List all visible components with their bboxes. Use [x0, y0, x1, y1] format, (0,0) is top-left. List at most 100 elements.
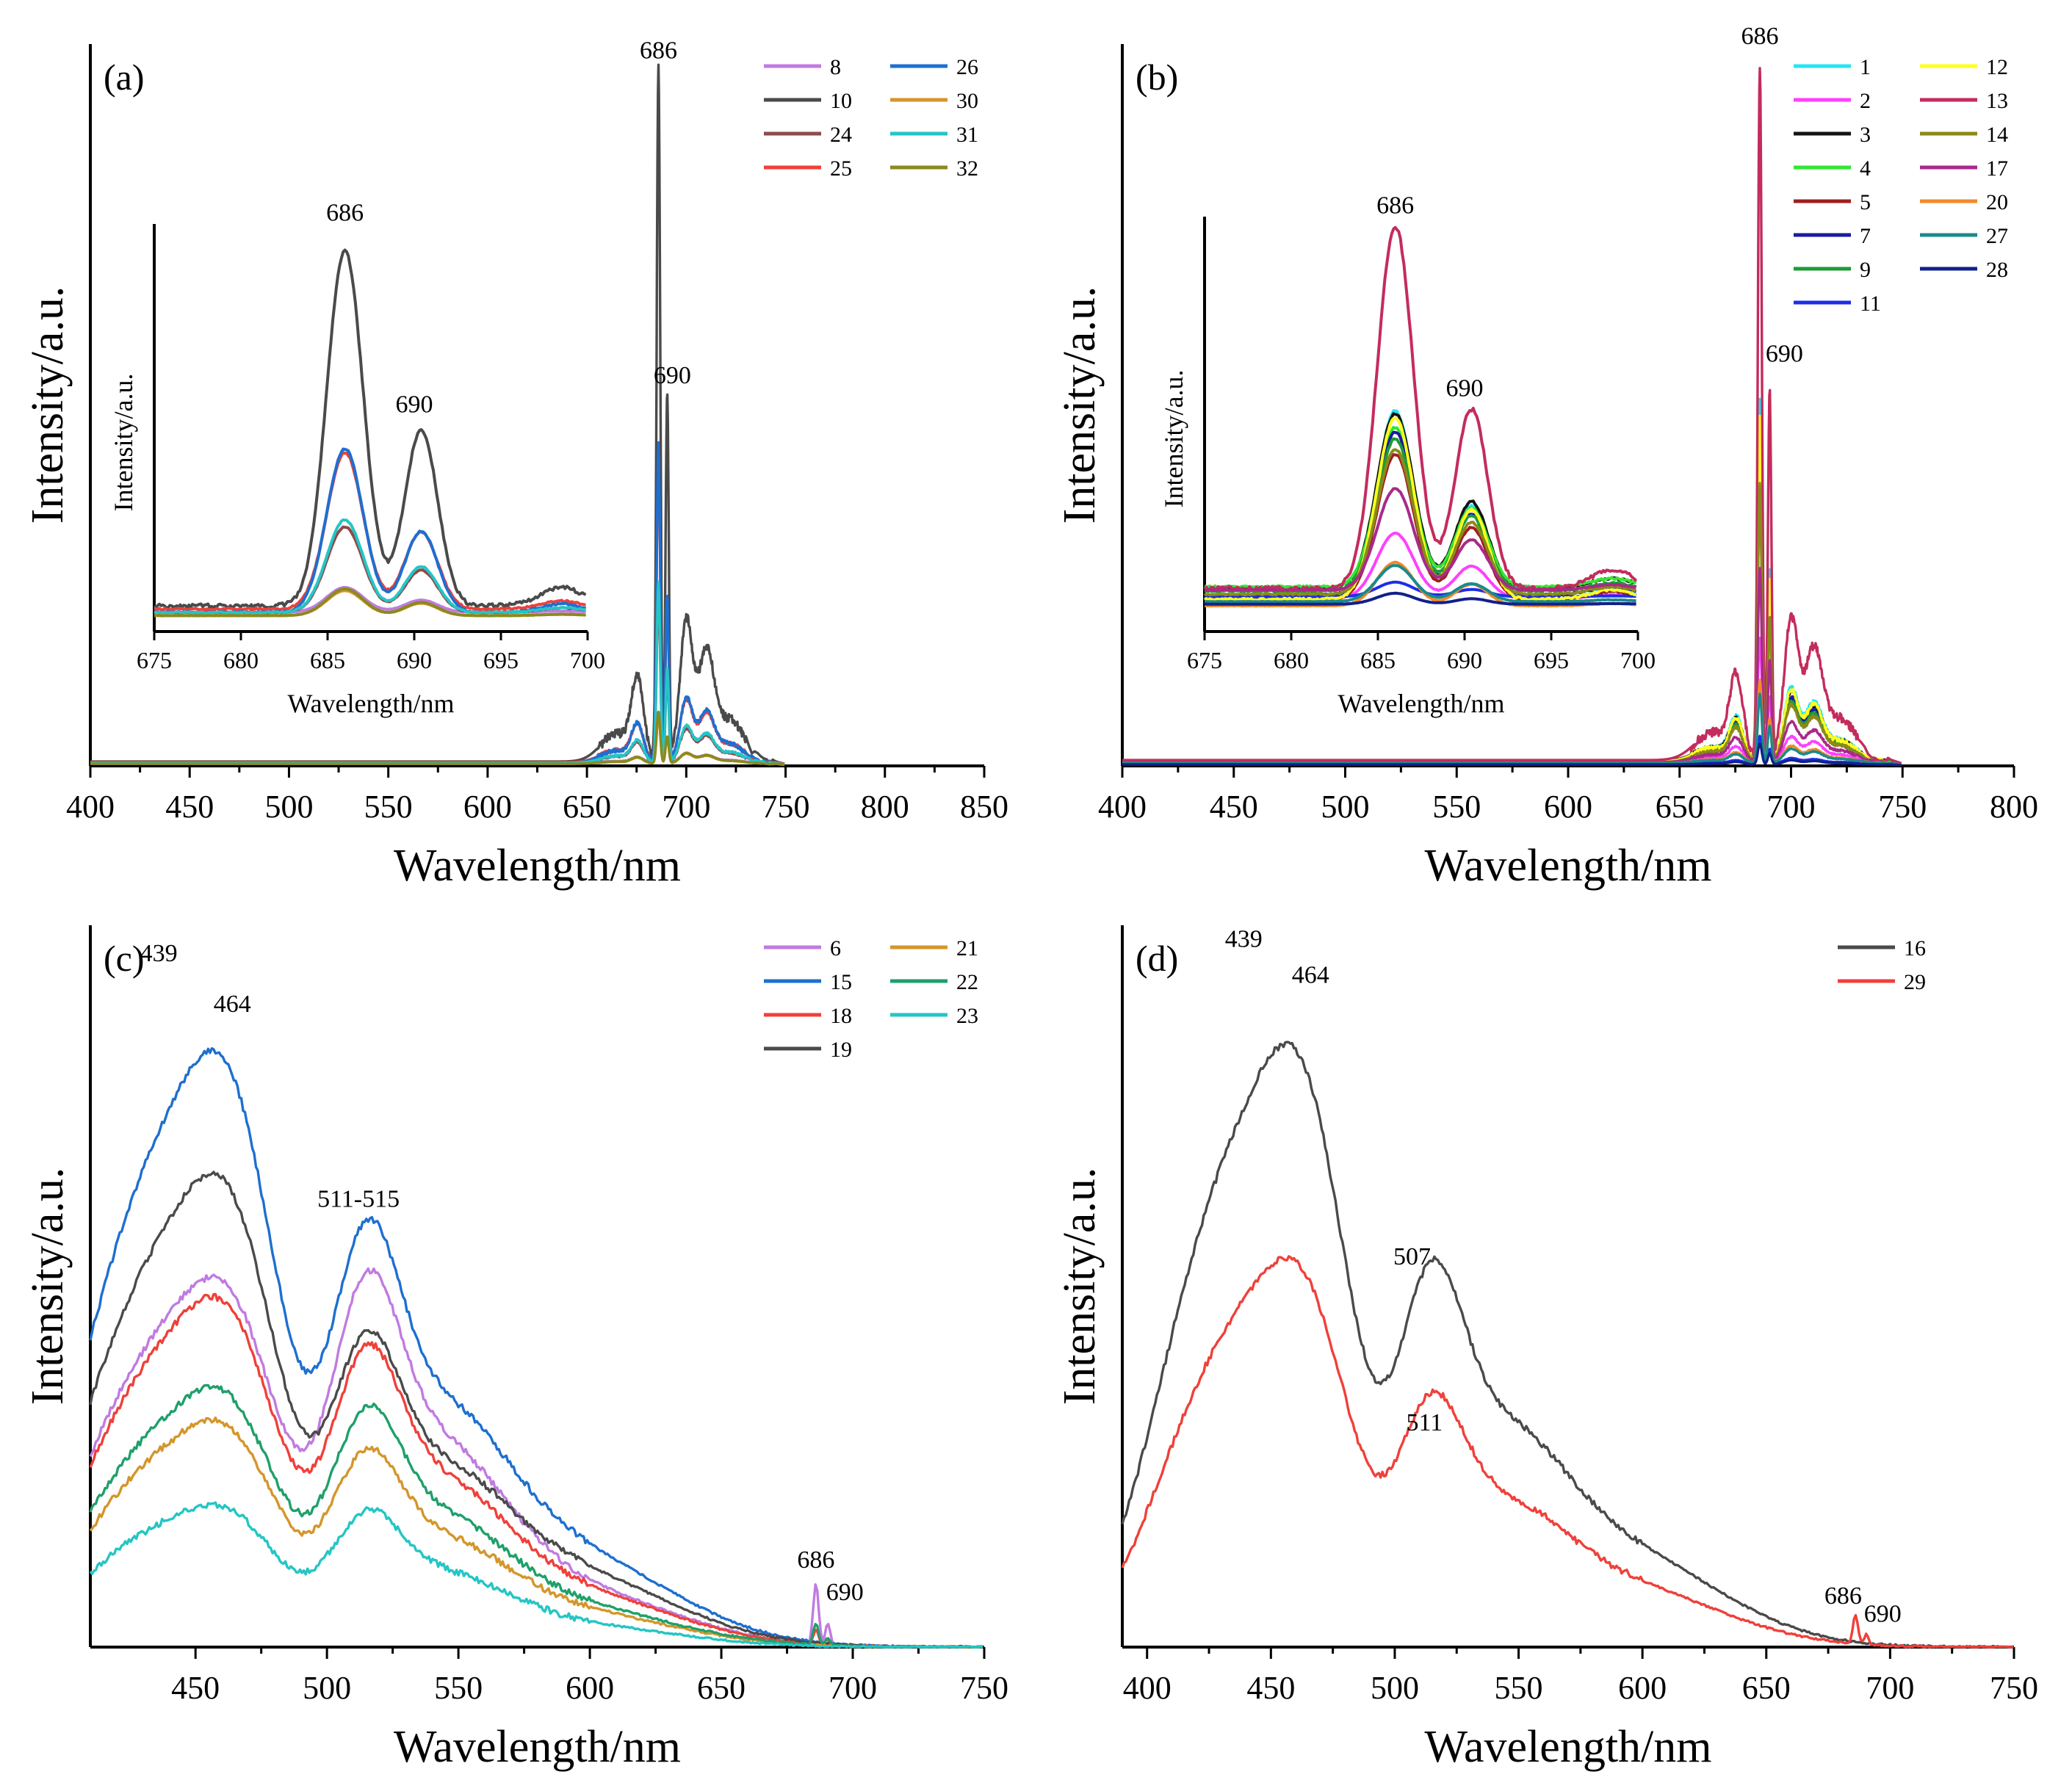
x-tick-label: 850 — [960, 789, 1008, 825]
legend-label-30: 30 — [956, 89, 978, 113]
legend-label-24: 24 — [830, 123, 852, 147]
legend-label-29: 29 — [1904, 970, 1926, 994]
legend-label-28: 28 — [1986, 258, 2008, 282]
inset-x-tick-label: 690 — [1447, 647, 1482, 673]
x-axis-title: Wavelength/nm — [1424, 841, 1711, 891]
annotation: 464 — [214, 991, 251, 1018]
annotation: 439 — [1225, 925, 1263, 952]
legend-label-25: 25 — [830, 156, 852, 181]
legend-label-18: 18 — [830, 1004, 852, 1028]
series-c-23 — [89, 1501, 983, 1649]
inset-x-tick-label: 680 — [1274, 647, 1309, 673]
legend-label-10: 10 — [830, 89, 852, 113]
inset-x-tick-label: 685 — [1360, 647, 1396, 673]
panel-label: (d) — [1136, 938, 1178, 979]
y-axis-title: Intensity/a.u. — [23, 1168, 73, 1405]
inset-a: 675 680 685 690 695 700 Wavelength/nm Intensity… — [109, 200, 605, 718]
x-tick-label: 650 — [563, 789, 611, 825]
y-axis-title: Intensity/a.u. — [23, 286, 73, 524]
annotation: 439 — [140, 940, 178, 967]
annotation: 690 — [1766, 341, 1803, 368]
x-tick-label: 400 — [1098, 789, 1147, 825]
panel-b: 400 450 500 550 600 650 700 750 800 (b) Wavelength… — [1055, 23, 2038, 891]
legend-label-23: 23 — [956, 1004, 978, 1028]
annotation: 511 — [1407, 1409, 1443, 1436]
inset-x-title: Wavelength/nm — [1338, 689, 1504, 718]
inset-x-tick-label: 700 — [1620, 647, 1656, 673]
legend-label-12: 12 — [1986, 55, 2008, 79]
inset-x-tick-label: 700 — [570, 647, 605, 673]
x-tick-label: 750 — [1878, 789, 1927, 825]
legend-label-14: 14 — [1986, 123, 2008, 147]
series-a-10 — [90, 63, 785, 767]
x-tick-label: 450 — [165, 789, 214, 825]
inset-y-title: Intensity/a.u. — [109, 374, 138, 512]
legend-label-6: 6 — [830, 936, 841, 960]
x-tick-label: 700 — [1866, 1670, 1914, 1706]
x-tick-label: 550 — [1495, 1670, 1543, 1706]
panel-d: 400 450 500 550 600 650 700 750 (d) Wavelength/nm… — [1055, 925, 2038, 1772]
series-d-16 — [1121, 1041, 2015, 1649]
annotation: 507 — [1393, 1243, 1431, 1270]
inset-annotation: 690 — [396, 391, 433, 418]
panel-label: (c) — [104, 938, 145, 979]
annotation: 690 — [654, 362, 691, 389]
inset-x-tick-label: 675 — [1187, 647, 1222, 673]
annotation: 686 — [640, 37, 677, 65]
x-tick-label: 700 — [829, 1670, 877, 1706]
panel-c: 450 500 550 600 650 700 750 (c) Wavelength/nm Int… — [23, 925, 1008, 1772]
y-axis-title: Intensity/a.u. — [1055, 1168, 1105, 1405]
x-tick-label: 700 — [662, 789, 710, 825]
inset-x-tick-label: 695 — [483, 647, 519, 673]
annotation: 464 — [1292, 962, 1329, 989]
inset-series-a-32 — [154, 587, 586, 618]
series-b-14 — [1122, 482, 1902, 766]
legend-label-19: 19 — [830, 1038, 852, 1062]
inset-x-tick-label: 695 — [1534, 647, 1569, 673]
inset-series-b-12 — [1203, 416, 1636, 602]
annotation: 686 — [1741, 23, 1779, 50]
y-axis-title: Intensity/a.u. — [1055, 286, 1105, 524]
legend-label-8: 8 — [830, 55, 841, 79]
inset-x-tick-label: 685 — [310, 647, 345, 673]
x-tick-label: 500 — [264, 789, 313, 825]
x-axis-title: Wavelength/nm — [1424, 1722, 1711, 1772]
legend-label-2: 2 — [1860, 89, 1871, 113]
x-tick-label: 550 — [364, 789, 413, 825]
legend-label-11: 11 — [1860, 292, 1881, 316]
inset-series-a-10 — [153, 248, 587, 609]
x-tick-label: 650 — [1742, 1670, 1791, 1706]
x-tick-label: 650 — [697, 1670, 746, 1706]
inset-annotation: 690 — [1446, 375, 1484, 402]
inset-series-a-31 — [154, 518, 587, 615]
x-tick-label: 400 — [66, 789, 115, 825]
legend-label-31: 31 — [956, 123, 978, 147]
legend-label-16: 16 — [1904, 936, 1926, 960]
x-tick-label: 450 — [1210, 789, 1258, 825]
x-tick-label: 500 — [1371, 1670, 1419, 1706]
x-tick-label: 600 — [1618, 1670, 1667, 1706]
x-tick-label: 500 — [303, 1670, 351, 1706]
inset-annotation: 686 — [326, 200, 364, 227]
x-tick-label: 750 — [1990, 1670, 2038, 1706]
annotation: 686 — [797, 1546, 834, 1574]
series-b-28 — [1122, 742, 1902, 767]
x-tick-label: 550 — [434, 1670, 483, 1706]
x-tick-label: 550 — [1432, 789, 1481, 825]
inset-series-a-24 — [154, 525, 586, 615]
inset-x-tick-label: 690 — [397, 647, 432, 673]
inset-x-tick-label: 675 — [137, 647, 172, 673]
panel-a: 400 450 500 550 600 650 700 750 800 850 (a) Wavelen… — [23, 37, 1008, 891]
inset-annotation: 686 — [1376, 192, 1414, 220]
x-axis-title: Wavelength/nm — [394, 1722, 681, 1772]
inset-b: 675 680 685 690 695 700 Wavelength/nm Intensity… — [1159, 192, 1656, 718]
x-tick-label: 800 — [1990, 789, 2038, 825]
inset-series-b-14 — [1204, 448, 1637, 597]
series-c-15 — [89, 1047, 983, 1649]
annotation: 511-515 — [317, 1185, 400, 1212]
inset-series-b-27 — [1204, 564, 1636, 604]
legend-label-27: 27 — [1986, 224, 2008, 248]
legend-label-22: 22 — [956, 970, 978, 994]
legend-label-26: 26 — [956, 55, 978, 79]
